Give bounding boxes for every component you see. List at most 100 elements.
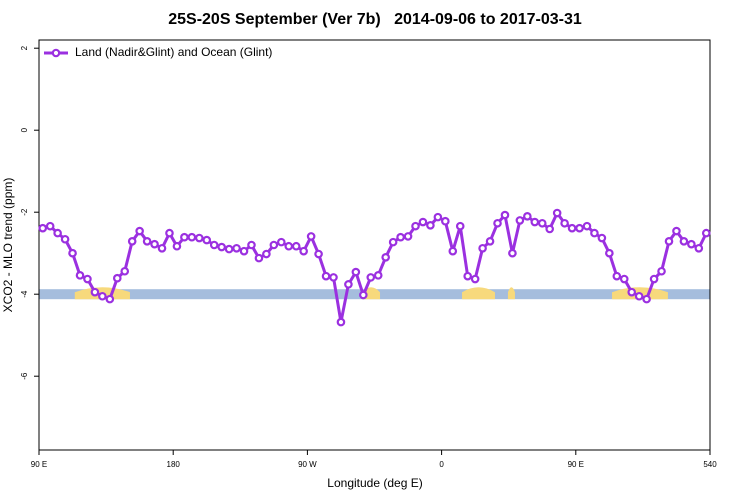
- data-point: [329, 273, 338, 282]
- data-point: [68, 248, 77, 258]
- data-point: [38, 223, 48, 233]
- x-tick-label: 540: [703, 460, 717, 469]
- data-point: [60, 234, 70, 244]
- data-point: [508, 248, 517, 258]
- data-point: [523, 212, 532, 221]
- x-tick-label: 180: [167, 460, 181, 469]
- data-point: [194, 233, 204, 243]
- data-point: [403, 232, 413, 241]
- data-point: [694, 243, 704, 253]
- data-point: [448, 246, 458, 256]
- data-point: [239, 246, 249, 256]
- data-point: [649, 274, 659, 284]
- data-point: [150, 239, 159, 249]
- y-tick-label: -2: [20, 208, 29, 216]
- plot-frame: [38, 39, 711, 451]
- data-point: [679, 237, 689, 246]
- data-point: [530, 217, 540, 227]
- data-point: [112, 273, 122, 283]
- data-point: [359, 290, 368, 300]
- data-point: [426, 221, 435, 230]
- x-tick-label: 0: [439, 460, 444, 469]
- legend-marker: [51, 48, 61, 58]
- data-point: [262, 249, 271, 259]
- data-point: [172, 241, 182, 251]
- x-tick-label: 90 E: [31, 460, 47, 469]
- data-point: [701, 228, 711, 238]
- data-point: [582, 221, 592, 231]
- data-point: [344, 280, 353, 289]
- data-point: [441, 216, 450, 226]
- data-point: [165, 228, 174, 238]
- data-point: [127, 237, 137, 246]
- data-point: [537, 218, 547, 228]
- x-tick-label: 90 E: [568, 460, 584, 469]
- data-point: [597, 233, 607, 243]
- chart-title: 25S-20S September (Ver 7b) 2014-09-06 to…: [168, 11, 582, 28]
- data-point: [232, 243, 241, 253]
- data-point: [687, 239, 696, 249]
- data-point: [247, 240, 256, 250]
- data-point: [567, 223, 577, 233]
- data-point: [605, 248, 614, 258]
- data-point: [202, 235, 212, 245]
- data-point: [98, 291, 107, 301]
- data-point: [209, 240, 219, 250]
- data-point: [612, 271, 622, 281]
- data-point: [83, 274, 92, 284]
- x-axis-label: Longitude (deg E): [327, 476, 422, 490]
- data-point: [418, 217, 428, 227]
- data-point: [634, 291, 644, 301]
- data-point: [619, 274, 629, 284]
- data-point: [314, 249, 323, 259]
- data-point: [463, 271, 472, 281]
- data-point: [269, 240, 279, 250]
- data-point: [575, 223, 584, 233]
- data-point: [135, 226, 144, 236]
- data-point: [642, 294, 651, 304]
- data-point: [90, 287, 100, 297]
- data-point: [478, 243, 487, 253]
- y-tick-label: 2: [20, 45, 29, 50]
- data-point: [470, 274, 480, 284]
- data-point: [217, 242, 226, 252]
- data-point: [336, 317, 346, 327]
- data-point: [254, 253, 264, 263]
- data-point: [657, 266, 666, 276]
- land-band: [462, 287, 495, 300]
- data-point: [321, 271, 331, 281]
- data-point: [500, 210, 510, 220]
- data-point: [284, 241, 294, 251]
- data-point: [291, 241, 301, 251]
- data-point: [105, 294, 115, 304]
- data-point: [157, 243, 167, 253]
- data-point: [306, 232, 316, 241]
- data-point: [187, 232, 197, 242]
- data-point: [388, 237, 398, 247]
- data-point: [45, 221, 55, 231]
- y-tick-label: -4: [20, 290, 29, 298]
- data-point: [180, 232, 189, 242]
- data-point: [493, 218, 502, 228]
- data-point: [433, 212, 443, 222]
- data-point: [515, 216, 525, 225]
- data-point: [277, 237, 286, 247]
- land-band: [507, 287, 515, 300]
- data-point: [381, 252, 390, 262]
- data-point: [142, 237, 152, 246]
- x-tick-label: 90 W: [298, 460, 317, 469]
- data-point: [224, 244, 234, 254]
- data-point: [627, 287, 637, 297]
- data-point: [590, 228, 599, 238]
- data-point: [560, 218, 569, 228]
- y-axis-label: XCO2 - MLO trend (ppm): [1, 178, 15, 313]
- data-point: [485, 237, 495, 246]
- data-point: [396, 232, 405, 242]
- data-point: [373, 271, 383, 280]
- data-point: [672, 226, 681, 236]
- data-point: [545, 224, 555, 234]
- data-point: [552, 208, 562, 218]
- y-tick-label: -6: [20, 372, 29, 380]
